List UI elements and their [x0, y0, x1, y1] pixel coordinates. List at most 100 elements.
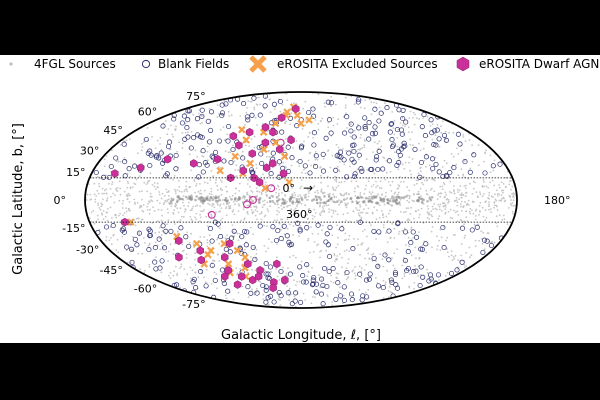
fgl-point — [452, 155, 455, 158]
blank-field-point — [359, 168, 365, 174]
fgl-point — [105, 200, 108, 202]
fgl-point — [265, 193, 268, 196]
fgl-point — [347, 202, 349, 205]
fgl-point — [370, 193, 372, 195]
blank-field-point — [418, 264, 424, 270]
blank-field-point — [405, 249, 411, 255]
fgl-point — [500, 194, 503, 197]
fgl-point — [446, 251, 449, 254]
fgl-point — [317, 192, 319, 194]
fgl-point — [115, 187, 117, 190]
blank-field-point — [132, 163, 138, 169]
fgl-point — [223, 99, 226, 102]
blank-field-point — [153, 154, 159, 160]
fgl-point — [355, 207, 357, 209]
fgl-point — [286, 275, 289, 277]
fgl-point — [166, 208, 169, 211]
y-axis-label: Galactic Latitude, b, [°] — [11, 123, 26, 275]
fgl-point — [229, 207, 232, 210]
fgl-point — [304, 124, 307, 126]
fgl-point — [344, 204, 347, 207]
fgl-point — [141, 209, 144, 212]
fgl-point — [105, 192, 108, 195]
fgl-point — [194, 252, 197, 255]
fgl-point — [182, 215, 185, 218]
fgl-point — [389, 209, 391, 212]
blank-field-point — [349, 142, 356, 148]
fgl-point — [147, 245, 150, 247]
fgl-point — [373, 206, 376, 209]
fgl-point — [238, 182, 241, 185]
fgl-point — [388, 199, 392, 203]
fgl-point — [266, 155, 268, 158]
dwarf-agn-point — [111, 169, 119, 178]
fgl-point — [271, 200, 274, 203]
fgl-point — [332, 193, 334, 196]
fgl-point — [96, 214, 99, 217]
blank-field-point — [293, 290, 299, 296]
fgl-point — [210, 283, 213, 285]
fgl-point — [185, 185, 188, 188]
fgl-point — [211, 205, 214, 207]
blank-field-point — [244, 229, 250, 235]
fgl-point — [401, 163, 404, 166]
fgl-point — [205, 215, 208, 218]
fgl-point — [170, 124, 172, 127]
fgl-point — [198, 196, 201, 200]
fgl-point — [357, 244, 359, 247]
fgl-point — [127, 182, 130, 184]
fgl-point — [339, 286, 341, 288]
fgl-point — [150, 199, 153, 202]
blank-field-point — [454, 267, 460, 273]
fgl-point — [430, 187, 433, 190]
blank-field-point — [121, 229, 127, 235]
fgl-point — [173, 175, 176, 177]
fgl-point — [397, 193, 399, 196]
fgl-point — [357, 212, 360, 215]
excluded-stroke — [297, 119, 305, 128]
fgl-point — [433, 179, 436, 182]
fgl-point — [262, 173, 264, 176]
fgl-point — [365, 158, 368, 160]
fgl-point — [98, 185, 101, 188]
fgl-point — [365, 212, 368, 215]
fgl-point — [346, 197, 349, 199]
fgl-point — [94, 201, 97, 203]
fgl-point — [290, 208, 292, 211]
fgl-point — [111, 217, 113, 219]
fgl-point — [169, 272, 172, 274]
fgl-point — [317, 128, 320, 131]
fgl-point — [478, 213, 480, 216]
fgl-point — [511, 210, 514, 213]
fgl-point — [464, 187, 467, 190]
fgl-point — [462, 194, 465, 197]
fgl-point — [281, 218, 284, 221]
fgl-point — [216, 253, 219, 256]
fgl-point — [210, 170, 213, 172]
fgl-point — [205, 268, 208, 271]
fgl-point — [368, 191, 371, 194]
fgl-point — [199, 216, 202, 219]
fgl-point — [398, 230, 401, 233]
dwarf-agn-point — [190, 159, 198, 168]
fgl-point — [460, 196, 463, 199]
fgl-point — [429, 189, 432, 191]
fgl-point — [393, 227, 396, 230]
fgl-point — [342, 213, 345, 216]
fgl-point — [216, 203, 219, 206]
fgl-point — [460, 168, 463, 170]
fgl-point — [391, 180, 394, 183]
dwarf-agn-point — [197, 255, 205, 265]
fgl-point — [465, 252, 467, 254]
fgl-point — [249, 100, 252, 103]
fgl-point — [210, 187, 213, 190]
fgl-point — [327, 193, 330, 196]
fgl-point — [98, 207, 101, 209]
blank-field-point — [311, 130, 317, 136]
fgl-point — [116, 190, 119, 193]
blank-field-point — [173, 152, 179, 159]
blank-field-point — [158, 150, 164, 156]
fgl-point — [331, 154, 334, 157]
fgl-point — [320, 249, 323, 252]
fgl-point — [105, 188, 107, 191]
